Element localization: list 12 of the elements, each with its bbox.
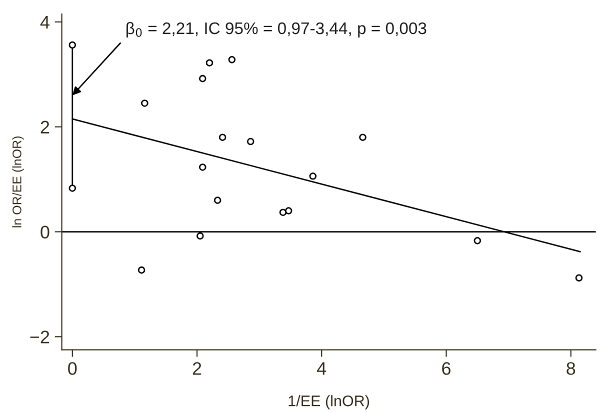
x-tick-label: 2 bbox=[192, 362, 202, 375]
y-tick-label: 0 bbox=[40, 226, 50, 238]
y-tick-label: 4 bbox=[40, 16, 50, 28]
x-tick-label: 6 bbox=[442, 362, 450, 375]
y-axis-title: ln OR/EE (lnOR) bbox=[12, 136, 24, 228]
annotation: β$_{0}$ = 2,21, IC 95% = 0,97-3,44, p = 0,003 bbox=[126, 22, 426, 38]
x-axis-title: 1/EE (lnOR) bbox=[288, 395, 370, 410]
y-tick-label: 2 bbox=[40, 120, 50, 134]
y-tick-label: −2 bbox=[30, 330, 50, 344]
x-tick-label: 8 bbox=[566, 362, 576, 375]
x-tick-label: 0 bbox=[68, 362, 77, 375]
x-tick-label: 4 bbox=[317, 362, 326, 375]
